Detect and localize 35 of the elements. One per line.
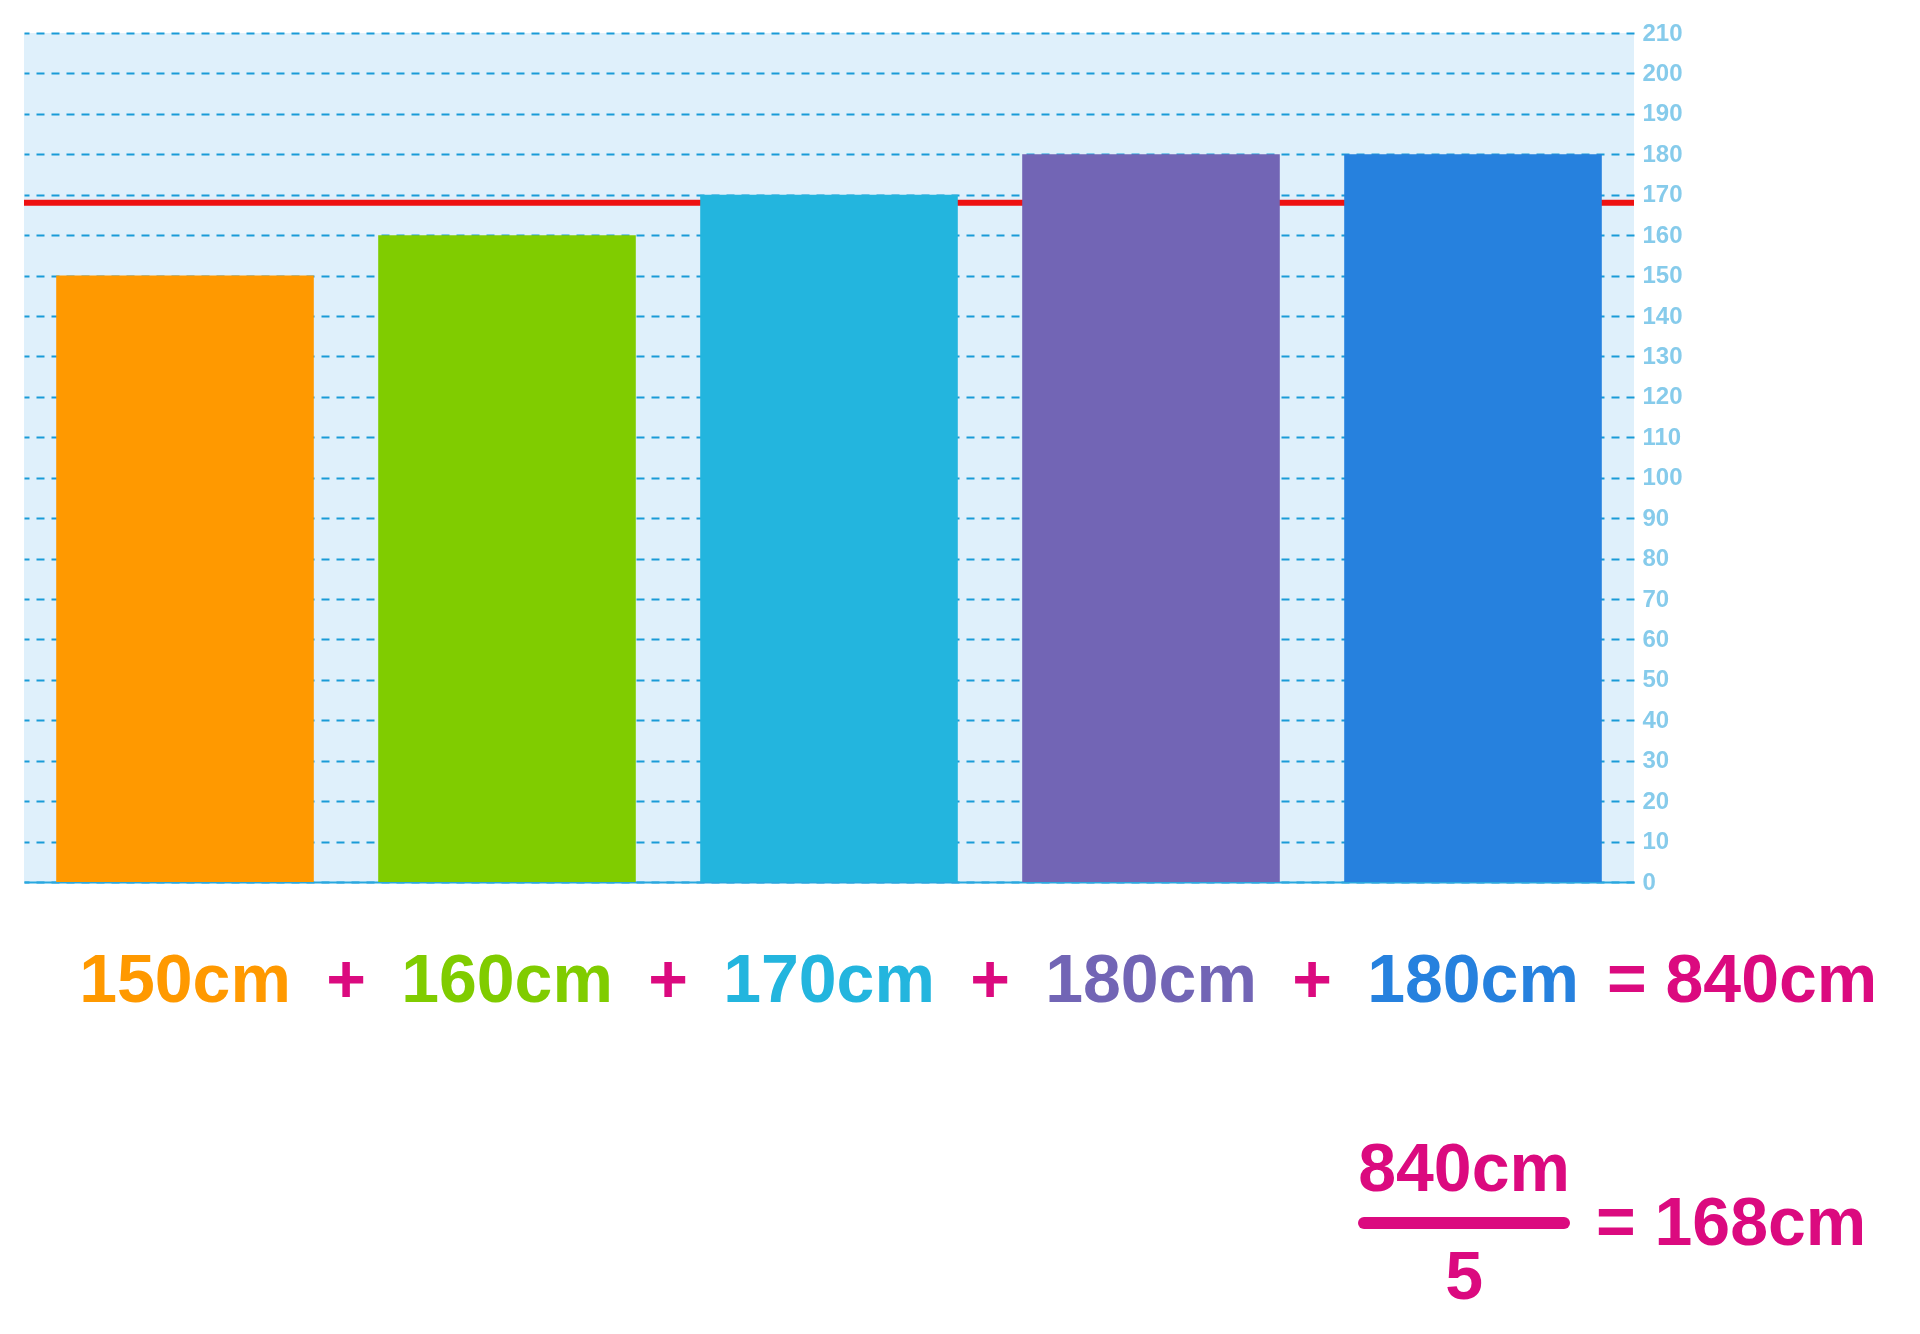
data-label: 150cm [79,940,291,1016]
y-tick-label: 210 [1642,18,1683,46]
y-tick-label: 100 [1642,463,1683,491]
y-tick-label: 140 [1642,301,1683,329]
text: 5 [1444,1237,1484,1313]
text: + [970,940,1010,1016]
y-tick-label: 30 [1642,746,1670,774]
y-tick-label: 20 [1642,786,1670,814]
y-tick-label: 160 [1642,220,1683,248]
y-tick-label: 170 [1642,180,1683,208]
text: + [326,940,366,1016]
y-tick-label: 110 [1642,422,1682,450]
text: = 168cm [1595,1183,1867,1259]
data-label: 180cm [1367,940,1579,1016]
y-tick-label: 130 [1642,341,1683,369]
text: = 840cm [1606,940,1878,1016]
y-tick-label: 40 [1642,705,1670,733]
y-tick-label: 190 [1642,99,1683,127]
data-label: 170cm [723,940,935,1016]
y-tick-label: 200 [1642,58,1683,86]
y-tick-label: 70 [1642,584,1670,612]
y-tick-label: 180 [1642,139,1683,167]
text: 840cm [1358,1129,1570,1205]
y-tick-label: 60 [1642,624,1670,652]
y-tick-label: 150 [1642,261,1683,289]
text: + [1292,940,1332,1016]
y-tick-label: 80 [1642,544,1670,572]
y-tick-label: 90 [1642,503,1670,531]
y-tick-label: 120 [1642,382,1683,410]
data-label: 160cm [401,940,613,1016]
data-label: 180cm [1045,940,1257,1016]
y-tick-label: 50 [1642,665,1670,693]
text: + [648,940,688,1016]
y-tick-label: 0 [1642,867,1656,895]
y-tick-label: 10 [1642,827,1670,855]
